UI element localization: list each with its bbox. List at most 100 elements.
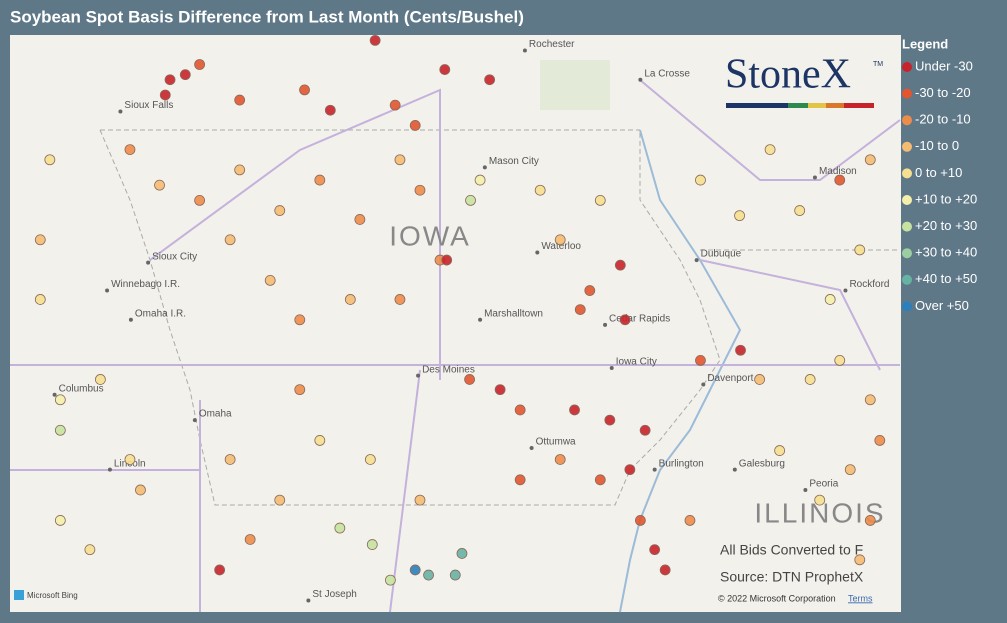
copyright: © 2022 Microsoft Corporation [718, 593, 836, 603]
city-label: Iowa City [616, 357, 657, 368]
bid-point [423, 569, 434, 581]
legend-label: -20 to -10 [915, 112, 971, 127]
bid-point [214, 564, 226, 576]
bid-point [614, 259, 626, 271]
bid-point [394, 154, 406, 166]
bid-point [864, 515, 876, 526]
bid-point [534, 184, 546, 196]
bid-point [624, 464, 636, 476]
city-label: Rochester [529, 39, 575, 50]
city-label: Waterloo [541, 241, 581, 252]
city-dot [603, 322, 608, 327]
logo-mark: TM [873, 61, 883, 68]
city-dot [812, 175, 817, 180]
city-label: Omaha [199, 409, 232, 420]
logo: StoneX [725, 52, 851, 98]
bid-point [194, 194, 206, 206]
legend-title: Legend [902, 36, 948, 51]
bid-point [774, 445, 786, 456]
legend-swatch [902, 62, 912, 72]
bid-point [659, 564, 671, 576]
bid-point [124, 454, 136, 465]
bid-point [34, 294, 46, 305]
bid-point [594, 474, 606, 486]
legend-label: -10 to 0 [915, 138, 959, 153]
bid-point [684, 515, 696, 526]
bid-point [474, 174, 486, 186]
bid-point [514, 404, 526, 416]
bing-logo [14, 590, 24, 600]
bid-point [449, 569, 461, 581]
city-label: Ottumwa [536, 437, 576, 448]
city-label: Omaha I.R. [135, 308, 186, 319]
city-dot [306, 598, 311, 603]
bid-point [294, 314, 306, 326]
legend-swatch [902, 274, 912, 285]
bid-point [441, 254, 453, 266]
city-dot [146, 260, 151, 265]
bid-point [734, 210, 745, 222]
legend-label: -30 to -20 [915, 85, 971, 100]
bid-point [224, 454, 236, 465]
note: Source: DTN ProphetX [720, 569, 864, 585]
city-dot [105, 288, 110, 293]
legend-label: 0 to +10 [915, 165, 962, 180]
bid-point [864, 394, 876, 406]
bid-point [244, 534, 256, 545]
city-dot [416, 373, 421, 378]
bid-point [234, 94, 246, 106]
bid-point [619, 314, 631, 326]
bid-point [834, 355, 846, 366]
city-dot [732, 467, 737, 472]
bid-point [389, 99, 401, 111]
bid-point [465, 194, 476, 206]
city-label: Des Moines [422, 364, 475, 375]
legend-swatch [902, 115, 912, 126]
city-label: St Joseph [312, 589, 356, 600]
bid-point [594, 194, 606, 206]
bid-point [164, 74, 176, 86]
note: All Bids Converted to F [720, 542, 863, 558]
city-dot [107, 467, 112, 472]
legend-label: +30 to +40 [915, 245, 977, 260]
bid-point [354, 214, 366, 225]
bid-point [484, 74, 496, 86]
bid-point [369, 34, 381, 46]
bid-point [634, 515, 646, 526]
bid-point [385, 574, 396, 586]
terms-link[interactable]: Terms [848, 593, 873, 603]
bid-point [494, 384, 506, 396]
city-dot [609, 366, 614, 371]
bid-point [54, 394, 66, 406]
bid-point [159, 89, 171, 101]
bid-point [344, 294, 356, 305]
city-label: Rockford [849, 279, 889, 290]
city-dot [652, 467, 657, 472]
bid-point [409, 564, 421, 576]
bid-point [54, 424, 66, 436]
bid-point [735, 344, 746, 356]
bid-point [314, 435, 326, 446]
bing-credit: Microsoft Bing [27, 591, 78, 600]
city-label: Sioux City [152, 251, 197, 262]
city-label: Columbus [59, 383, 104, 394]
bid-point [124, 144, 136, 155]
city-label: Mason City [489, 156, 539, 167]
city-dot [843, 288, 848, 293]
bid-point [864, 154, 876, 166]
map-lines [10, 60, 901, 613]
city-dot [118, 109, 123, 114]
city-label: Madison [819, 166, 857, 177]
city-label: Galesburg [739, 458, 785, 469]
state-label: IOWA [389, 220, 471, 251]
city-dot [638, 77, 643, 82]
city-dot [482, 165, 487, 170]
city-dot [478, 317, 483, 322]
bid-point [695, 174, 706, 186]
bid-point [804, 374, 816, 385]
city-label: Davenport [707, 373, 753, 384]
bid-point [334, 522, 346, 534]
city-label: La Crosse [644, 68, 690, 79]
bid-point [814, 494, 826, 506]
